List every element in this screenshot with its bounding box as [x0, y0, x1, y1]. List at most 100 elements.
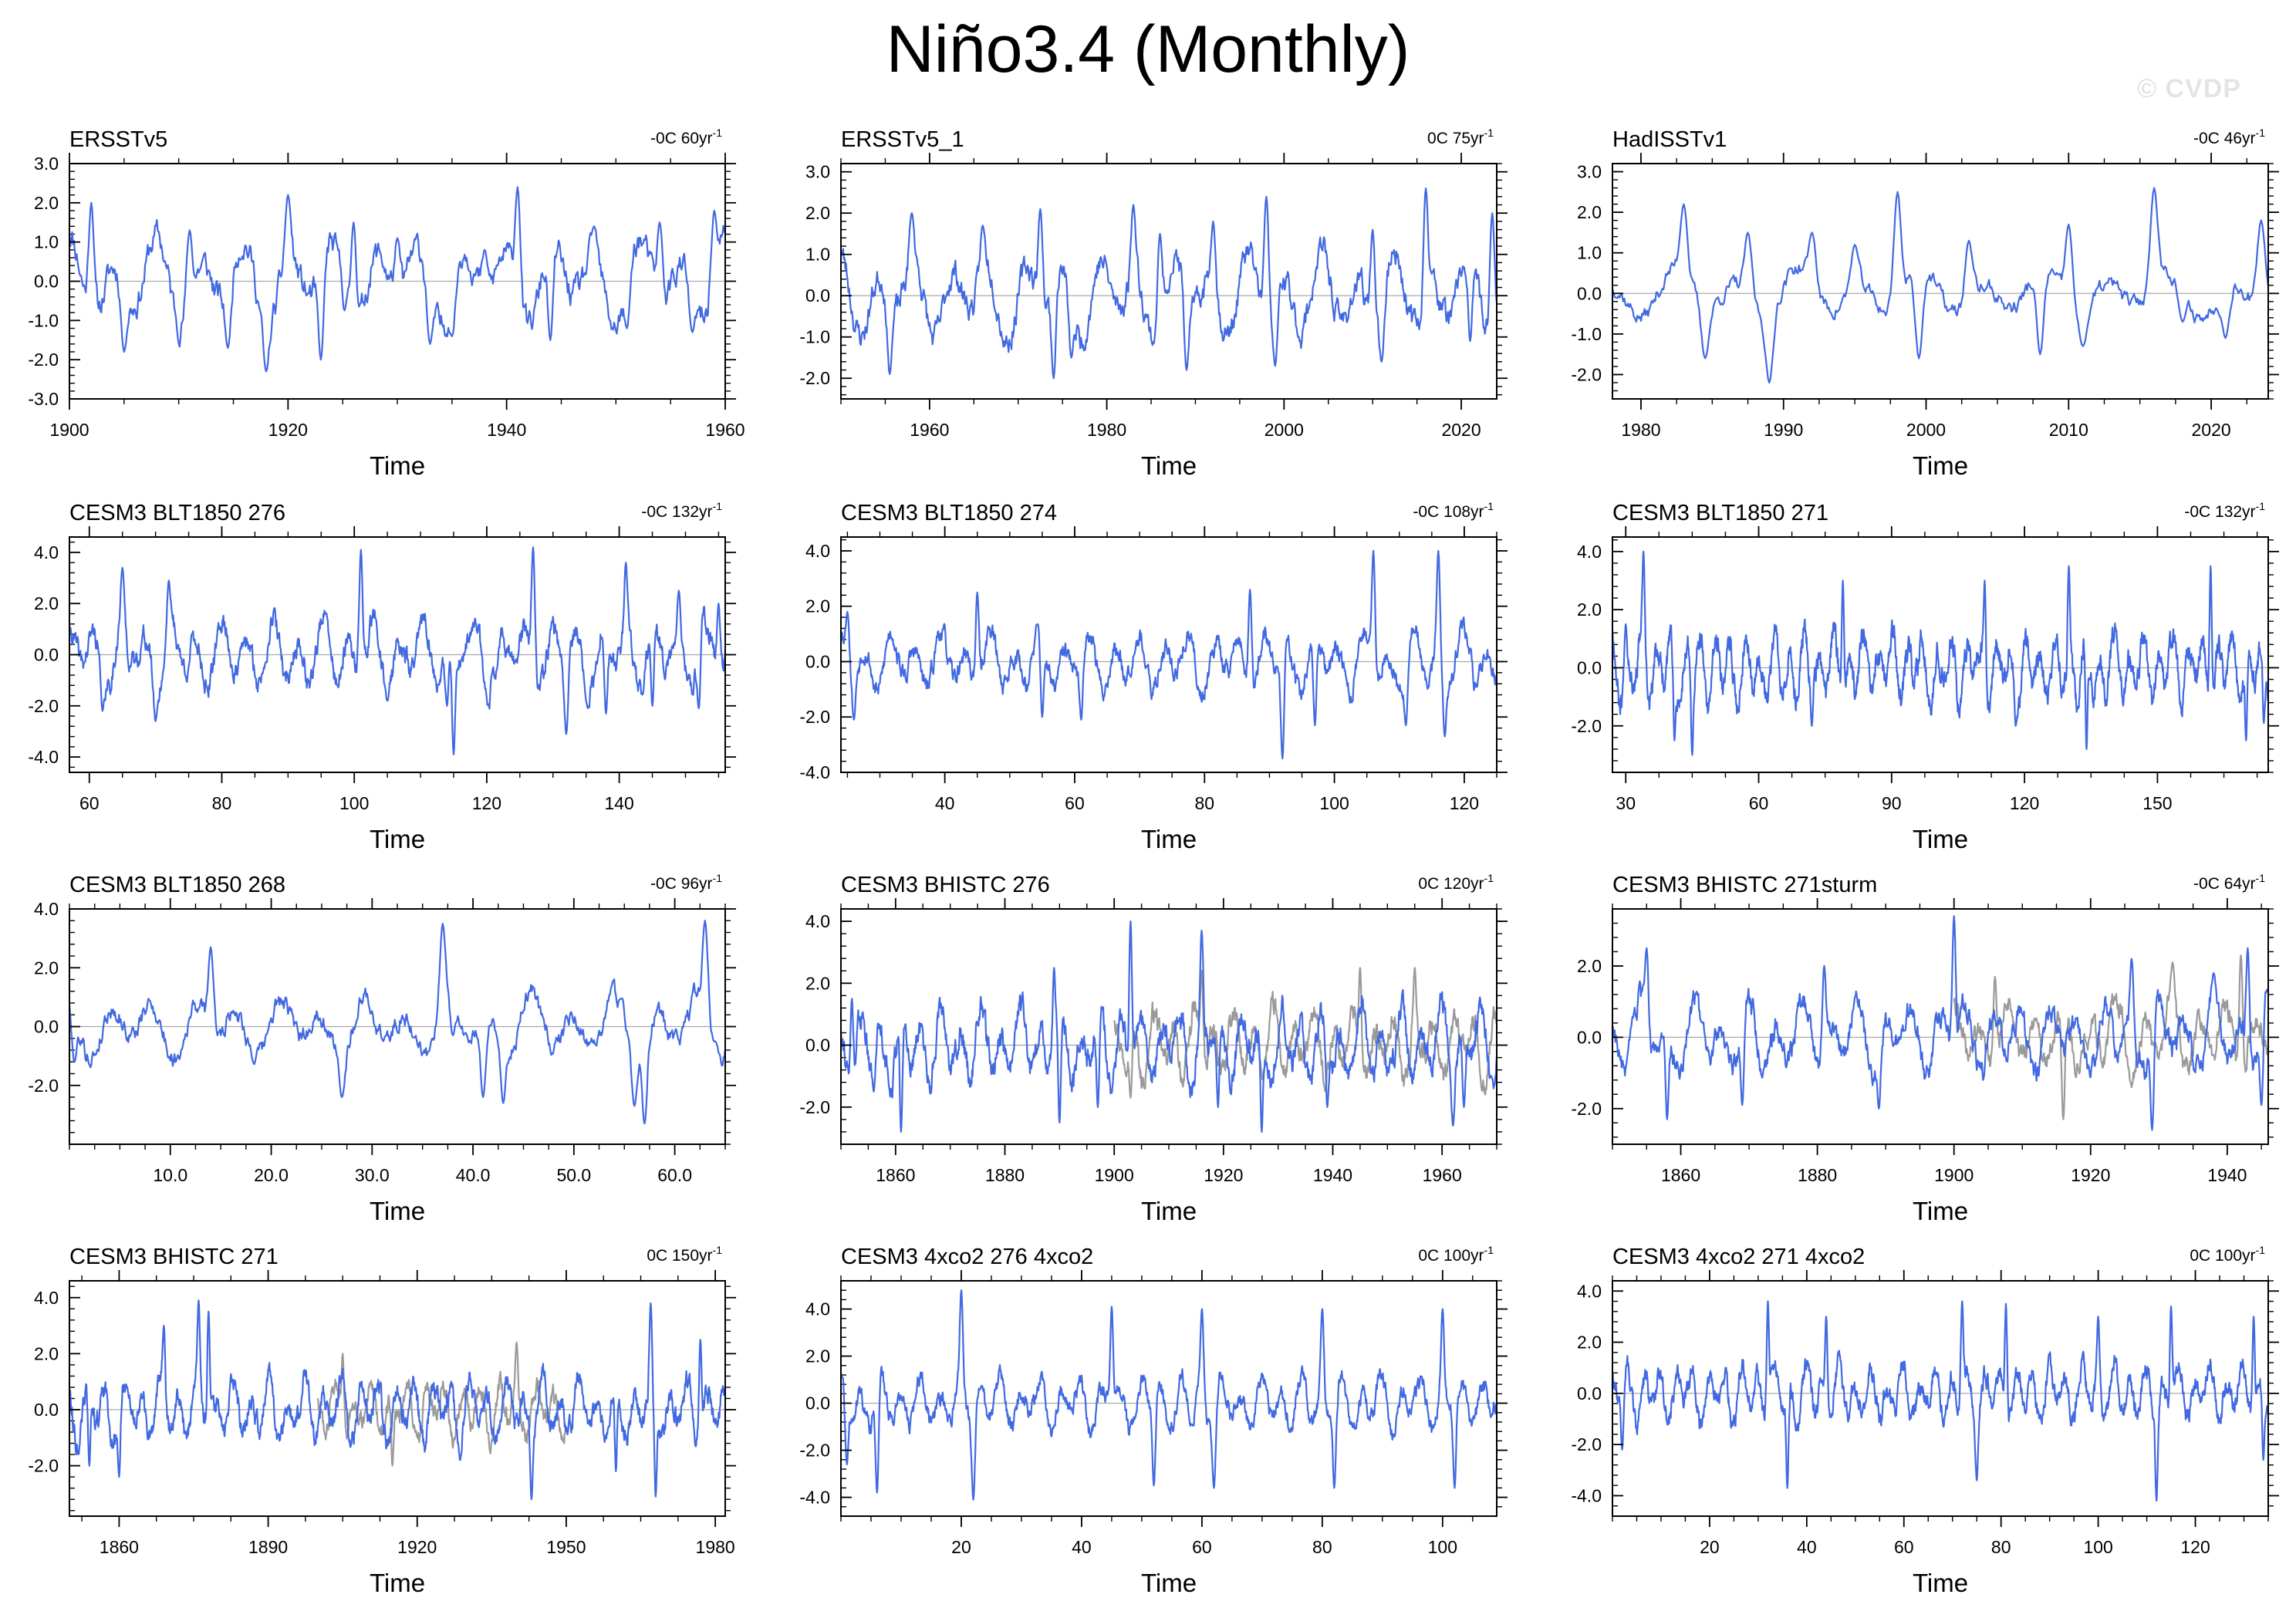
trend-exponent: -1: [713, 872, 723, 884]
x-tick-label: 40: [935, 793, 955, 813]
x-tick-label: 1950: [546, 1537, 586, 1557]
x-tick-label: 60: [1065, 793, 1085, 813]
plot-frame: [1612, 908, 2269, 1145]
x-axis-label: Time: [1913, 1569, 1968, 1597]
y-tick-label: -3.0: [28, 389, 59, 409]
series-line-gray: [1113, 967, 1497, 1099]
x-tick-label: 1980: [1087, 420, 1126, 440]
panel-title: CESM3 BLT1850 276: [69, 501, 285, 525]
trend-exponent: -1: [1484, 500, 1494, 512]
x-tick-label: 50.0: [556, 1165, 591, 1185]
y-tick-label: 4.0: [805, 1299, 830, 1319]
x-tick-label: 40: [1072, 1537, 1092, 1557]
panel-trend: 0C 120yr-1: [1418, 872, 1494, 893]
x-tick-label: 90: [1882, 793, 1902, 813]
trend-exponent: -1: [713, 127, 723, 139]
x-tick-label: 100: [1319, 793, 1349, 813]
y-tick-label: 0.0: [34, 272, 59, 292]
y-tick-label: 2.0: [1577, 956, 1602, 976]
x-tick-label: 120: [2180, 1537, 2210, 1557]
series-line: [1611, 550, 2270, 756]
y-tick-label: 0.0: [1577, 1027, 1602, 1047]
x-tick-label: 80: [1194, 793, 1214, 813]
trend-exponent: -1: [1484, 872, 1494, 884]
y-tick-label: -4.0: [28, 747, 59, 767]
y-tick-label: 3.0: [805, 162, 830, 182]
panel-trend: -0C 132yr-1: [2184, 500, 2265, 521]
trend-exponent: -1: [2256, 127, 2266, 139]
x-tick-label: 2010: [2049, 420, 2088, 440]
y-tick-label: -4.0: [1571, 1485, 1602, 1505]
y-tick-label: 2.0: [1577, 202, 1602, 222]
panel-trend: -0C 96yr-1: [650, 872, 722, 893]
y-tick-label: 0.0: [34, 1017, 59, 1037]
panel-title: CESM3 4xco2 271 4xco2: [1612, 1245, 1865, 1269]
x-tick-label: 20.0: [254, 1165, 289, 1185]
series-line: [68, 1299, 727, 1501]
series-line: [68, 186, 727, 373]
panel-trend: 0C 150yr-1: [647, 1244, 722, 1265]
x-tick-label: 1920: [1204, 1165, 1243, 1185]
y-tick-label: 2.0: [805, 203, 830, 223]
y-tick-label: 2.0: [805, 973, 830, 993]
x-tick-label: 1960: [705, 420, 745, 440]
x-tick-label: 2000: [1264, 420, 1304, 440]
panel-title: CESM3 4xco2 276 4xco2: [841, 1245, 1093, 1269]
y-tick-label: -2.0: [799, 1441, 830, 1461]
x-tick-label: 120: [2010, 793, 2039, 813]
y-tick-label: -2.0: [28, 1456, 59, 1476]
y-tick-label: 0.0: [805, 1393, 830, 1414]
y-tick-label: -4.0: [799, 1488, 830, 1508]
chart-panel-8: CESM3 BHISTC 276 0C 120yr-1 -2.0 0.0 2.0 4.0 1…: [799, 872, 1508, 1225]
x-tick-label: 80: [212, 793, 232, 813]
chart-panel-1: ERSSTv5 -0C 60yr-1 -3.0 -2.0 -1.0 0.0 1.0 2.0 3.…: [28, 127, 745, 480]
panel-trend: -0C 132yr-1: [641, 500, 722, 521]
y-tick-label: 4.0: [34, 1288, 59, 1308]
panel-title: CESM3 BHISTC 271: [69, 1245, 279, 1269]
x-tick-label: 2020: [1441, 420, 1481, 440]
trend-exponent: -1: [2256, 500, 2266, 512]
x-tick-label: 1900: [49, 420, 89, 440]
chart-panel-4: CESM3 BLT1850 276 -0C 132yr-1 -4.0 -2.0 0.0 2…: [28, 500, 736, 853]
chart-panel-7: CESM3 BLT1850 268 -0C 96yr-1 -2.0 0.0 2.0 4.0…: [28, 872, 736, 1225]
trend-exponent: -1: [1484, 127, 1494, 139]
x-tick-label: 1860: [876, 1165, 915, 1185]
x-tick-label: 30: [1616, 793, 1636, 813]
x-axis-label: Time: [1141, 451, 1197, 480]
y-tick-label: 0.0: [34, 645, 59, 665]
panel-trend: -0C 60yr-1: [650, 127, 722, 147]
x-axis-label: Time: [1141, 825, 1197, 853]
x-axis-label: Time: [1913, 825, 1968, 853]
y-tick-label: -2.0: [28, 1076, 59, 1096]
panel-trend: 0C 100yr-1: [2190, 1244, 2265, 1265]
x-tick-label: 80: [1991, 1537, 2011, 1557]
plot-frame: [1612, 536, 2269, 773]
y-tick-label: 2.0: [1577, 600, 1602, 620]
series-line: [840, 187, 1498, 380]
panel-title: ERSSTv5_1: [841, 127, 964, 152]
y-tick-label: -2.0: [1571, 364, 1602, 384]
x-tick-label: 40.0: [456, 1165, 491, 1185]
x-tick-label: 60: [1749, 793, 1769, 813]
y-tick-label: 1.0: [805, 245, 830, 265]
panel-title: CESM3 BLT1850 268: [69, 873, 285, 897]
trend-exponent: -1: [2256, 1244, 2266, 1256]
y-tick-label: 0.0: [34, 1400, 59, 1420]
x-tick-label: 1940: [487, 420, 526, 440]
panel-title: CESM3 BLT1850 274: [841, 501, 1057, 525]
chart-panel-9: CESM3 BHISTC 271sturm -0C 64yr-1 -2.0 0.0 2.…: [1571, 872, 2279, 1225]
y-tick-label: 0.0: [805, 1035, 830, 1056]
x-tick-label: 140: [604, 793, 633, 813]
y-tick-label: -2.0: [28, 696, 59, 716]
y-tick-label: -2.0: [799, 368, 830, 388]
x-axis-label: Time: [370, 1197, 425, 1225]
x-tick-label: 120: [1450, 793, 1479, 813]
trend-exponent: -1: [713, 500, 723, 512]
x-tick-label: 1920: [2071, 1165, 2110, 1185]
x-tick-label: 40: [1797, 1537, 1817, 1557]
panel-trend: 0C 75yr-1: [1427, 127, 1494, 147]
y-tick-label: 4.0: [1577, 542, 1602, 562]
y-tick-label: 2.0: [805, 1346, 830, 1366]
series-line: [68, 546, 727, 755]
x-axis-label: Time: [1141, 1197, 1197, 1225]
